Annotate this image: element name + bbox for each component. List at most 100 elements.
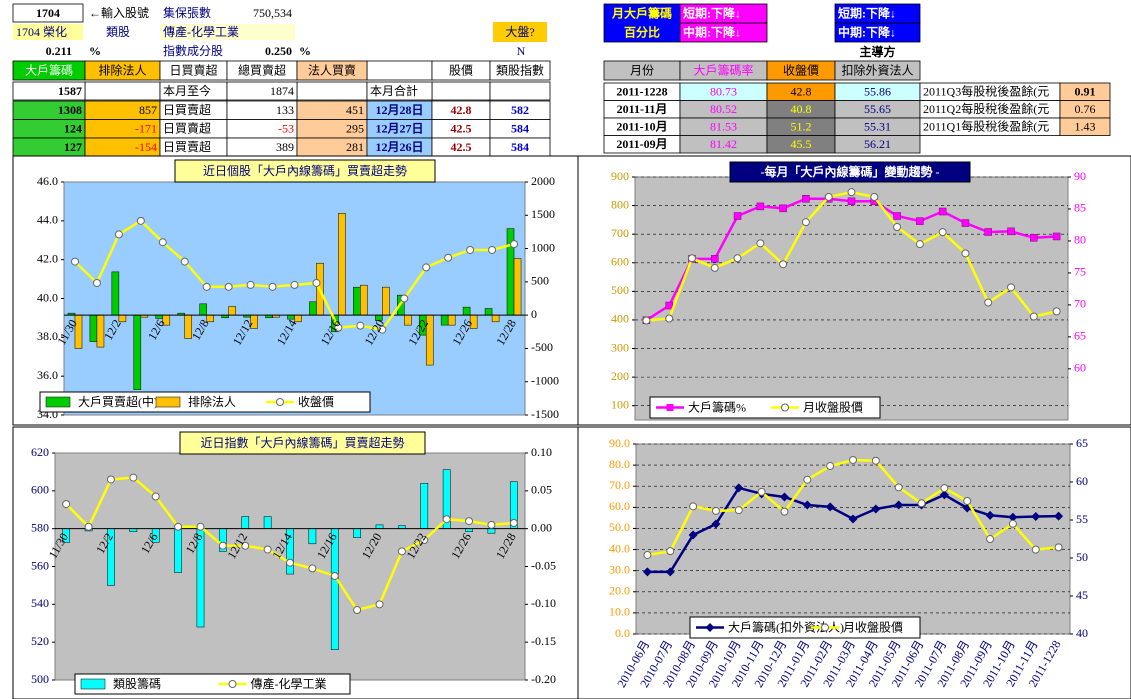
legend-marker <box>781 403 789 412</box>
cell-text: 55.31 <box>864 120 891 134</box>
cell-text: 133 <box>276 103 294 117</box>
marker <box>397 547 406 556</box>
bar <box>308 528 317 545</box>
legend-marker <box>276 398 284 406</box>
y-tick-label: 42.0 <box>37 251 58 265</box>
y2-tick-label: 0.05 <box>531 483 552 497</box>
marker <box>353 606 362 615</box>
y-tick-label: 580 <box>31 520 49 534</box>
marker <box>129 473 138 482</box>
cell-text: 124 <box>64 122 82 136</box>
cell-text: 中期:下降↓ <box>683 24 741 39</box>
marker <box>92 278 101 287</box>
y-tick-label: 46.0 <box>37 174 58 188</box>
y-tick-label: 90.0 <box>609 436 630 450</box>
y-tick-label: 44.0 <box>37 213 58 227</box>
cell-text: 日買賣超 <box>163 102 211 117</box>
marker <box>985 510 995 520</box>
bar <box>74 314 83 349</box>
marker <box>466 245 475 254</box>
marker <box>802 500 812 510</box>
cell-text: 12月28日 <box>375 103 423 117</box>
cell-text: 本月至今 <box>163 83 211 98</box>
y-tick-label: 30.0 <box>609 562 630 576</box>
cell <box>834 22 921 43</box>
marker <box>733 254 742 263</box>
marker <box>848 514 858 524</box>
bar <box>228 306 236 316</box>
marker <box>984 298 993 307</box>
cell-text: 1587 <box>58 84 82 98</box>
cell-text: 127 <box>64 140 82 154</box>
y2-tick-label: -0.15 <box>531 634 556 648</box>
title-box <box>179 431 426 455</box>
bar <box>382 286 390 316</box>
marker <box>849 455 857 464</box>
marker <box>779 204 787 213</box>
cell-text: 短期:下降↓ <box>838 5 896 20</box>
marker <box>688 530 698 540</box>
legend <box>39 391 371 413</box>
plot-area <box>635 443 1071 635</box>
y-tick-label: 50.0 <box>609 520 630 534</box>
legend-label: 大戶籌碼(扣外資法人) <box>728 620 844 634</box>
cell <box>489 60 551 81</box>
marker <box>710 263 719 272</box>
y-tick-label: 620 <box>31 445 49 459</box>
y2-tick-label: 90 <box>1074 169 1086 183</box>
bar <box>420 483 429 529</box>
y2-tick-label: 2000 <box>531 174 555 188</box>
marker <box>400 294 409 303</box>
cell <box>366 81 433 101</box>
cell-text: 大盤? <box>505 25 534 39</box>
cell-text: 主導方 <box>859 44 895 59</box>
cell-text: 日買賣超 <box>169 62 217 77</box>
marker <box>756 239 765 248</box>
cell-text: 45.5 <box>791 137 812 151</box>
cell <box>226 81 298 101</box>
cell-text: 80.52 <box>710 102 737 116</box>
marker <box>312 278 321 287</box>
cell <box>1059 117 1111 136</box>
cell-text: 55.86 <box>864 85 891 99</box>
marker <box>158 238 167 247</box>
marker <box>1031 545 1040 554</box>
marker <box>756 202 765 211</box>
cell-text: 月份 <box>630 63 654 77</box>
marker <box>733 212 742 220</box>
cell-text: -53 <box>278 122 294 136</box>
cell-text: 0.211 <box>46 44 72 58</box>
plot-area <box>63 181 526 416</box>
cell <box>679 22 768 43</box>
y-tick-label: 400 <box>611 312 629 326</box>
marker <box>136 216 145 225</box>
cell-text: 81.42 <box>710 137 737 151</box>
cell <box>489 81 551 101</box>
y2-tick-label: 60 <box>1076 474 1088 488</box>
y2-tick-label: -0.10 <box>531 596 556 610</box>
marker <box>938 207 947 216</box>
chart-title: -每月「大戶內線籌碼」變動趨勢 - <box>761 164 940 179</box>
marker <box>802 194 810 203</box>
marker <box>488 245 497 254</box>
y2-tick-label: 70 <box>1074 297 1086 311</box>
cell-text: 扣除外資法人 <box>841 62 913 77</box>
y-tick-label: 200 <box>611 369 629 383</box>
legend-marker <box>228 680 237 688</box>
y-tick-label: 540 <box>31 596 49 610</box>
legend-label: 大戶籌碼% <box>688 400 746 414</box>
bar <box>206 314 214 323</box>
cell-text: 582 <box>511 103 529 117</box>
marker <box>665 314 674 323</box>
legend <box>74 673 351 695</box>
marker <box>1054 543 1063 552</box>
bar <box>462 306 471 316</box>
marker <box>825 502 835 512</box>
bar <box>174 528 182 573</box>
bar <box>309 301 317 316</box>
cell-text: 750,534 <box>253 6 292 20</box>
cell <box>296 60 368 81</box>
legend <box>689 616 921 639</box>
marker <box>940 484 949 493</box>
bar <box>133 314 142 390</box>
